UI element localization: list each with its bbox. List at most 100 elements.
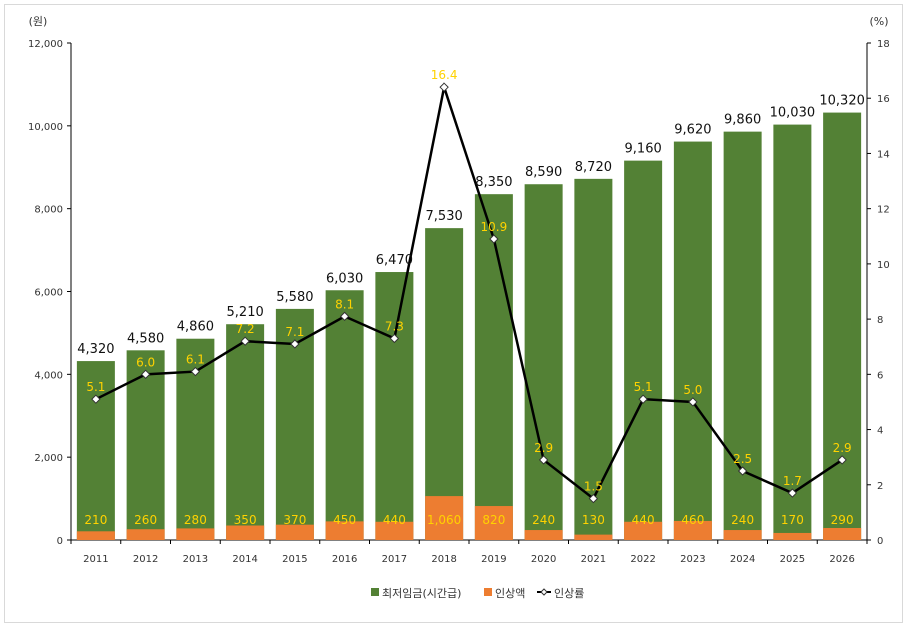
increase-bar [723, 530, 762, 540]
x-tick-label: 2020 [531, 554, 556, 565]
increase-bar [823, 527, 862, 540]
wage-value-label: 4,320 [77, 342, 114, 357]
increase-value-label: 820 [482, 513, 505, 527]
data-labels: 4,320 4,580 4,860 5,210 5,580 6,030 6,470 7,530… [77, 68, 865, 527]
x-tick-label: 2018 [431, 554, 456, 565]
wage-bar [375, 272, 414, 540]
x-tick-label: 2014 [232, 554, 257, 565]
increase-value-label: 170 [781, 513, 804, 527]
increase-bar [226, 525, 265, 540]
wage-bar [723, 131, 762, 541]
left-tick-label: 8,000 [34, 205, 63, 216]
left-tick-label: 6,000 [34, 288, 63, 299]
wage-bar [226, 324, 265, 540]
wage-bar [76, 361, 115, 540]
rate-point [688, 397, 698, 407]
increase-bar [425, 496, 464, 540]
wage-value-label: 10,320 [819, 94, 865, 109]
minimum-wage-chart: 0 2,000 4,000 6,000 8,000 10,000 12,000 0 2 4 6 8 10… [28, 15, 890, 600]
x-tick-label: 2016 [332, 554, 357, 565]
right-tick-label: 16 [877, 94, 890, 105]
left-axis-unit: (원) [29, 15, 48, 28]
increase-bar [176, 528, 215, 540]
increase-bar [474, 506, 513, 540]
wage-value-label: 9,860 [724, 113, 761, 128]
rate-point [538, 455, 549, 465]
x-tick-label: 2013 [183, 554, 208, 565]
increase-value-label: 210 [84, 513, 107, 527]
legend: 최저임금(시간급) 인상액 인상률 [371, 587, 584, 600]
rate-point [638, 394, 648, 404]
increase-value-label: 260 [134, 513, 157, 527]
chart-frame: 0 2,000 4,000 6,000 8,000 10,000 12,000 0 2 4 6 8 10… [4, 4, 903, 623]
rate-value-label: 1.5 [584, 480, 603, 494]
rate-point [240, 336, 250, 346]
wage-bar [574, 178, 613, 540]
rate-polyline [95, 82, 843, 501]
right-tick-label: 10 [877, 260, 890, 271]
increase-bar [325, 521, 364, 540]
rate-value-label: 2.5 [733, 452, 752, 466]
rate-value-label: 8.1 [335, 297, 354, 311]
wage-value-label: 5,210 [227, 305, 264, 320]
x-tick-label: 2022 [630, 554, 655, 565]
increase-value-label: 460 [681, 513, 704, 527]
increase-bar [524, 530, 563, 540]
right-tick-label: 8 [877, 315, 883, 326]
wage-value-label: 10,030 [770, 106, 816, 121]
legend-increase-swatch [484, 588, 492, 596]
rate-point [837, 455, 847, 465]
rate-value-label: 2.9 [534, 441, 553, 455]
rate-value-label: 7.1 [285, 325, 304, 339]
rate-value-label: 5.0 [683, 383, 702, 397]
legend-rate-label: 인상률 [554, 587, 584, 600]
rate-value-label: 5.1 [634, 380, 653, 394]
increase-bar [673, 520, 712, 540]
rate-value-label: 1.7 [783, 474, 802, 488]
increase-value-label: 280 [184, 513, 207, 527]
rate-value-label: 7.3 [385, 319, 404, 333]
x-tick-label: 2025 [780, 554, 805, 565]
x-tick-label: 2015 [282, 554, 307, 565]
rate-point [737, 466, 748, 476]
increase-bar [275, 524, 314, 540]
left-tick-label: 12,000 [28, 39, 63, 50]
increase-value-label: 240 [532, 513, 555, 527]
left-tick-label: 10,000 [28, 122, 63, 133]
increase-value-label: 130 [582, 513, 605, 527]
increase-value-label: 440 [632, 513, 655, 527]
legend-wage-swatch [371, 588, 379, 596]
x-tick-label: 2024 [730, 554, 755, 565]
rate-value-label: 6.1 [186, 353, 205, 367]
right-tick-label: 12 [877, 205, 890, 216]
increase-value-label: 1,060 [427, 513, 461, 527]
x-tick-label: 2023 [680, 554, 705, 565]
wage-bar [823, 112, 862, 540]
right-tick-label: 18 [877, 39, 890, 50]
x-tick-label: 2012 [133, 554, 158, 565]
rate-value-label: 2.9 [833, 441, 852, 455]
rate-point [389, 333, 400, 344]
wage-value-label: 8,590 [525, 165, 562, 180]
rate-value-label: 6.0 [136, 355, 155, 369]
rate-point [290, 339, 300, 349]
legend-rate-marker [540, 588, 548, 596]
wage-value-label: 9,620 [674, 123, 711, 138]
wage-bar [325, 290, 364, 540]
wage-bar [624, 160, 663, 540]
right-axis-unit: (%) [869, 15, 888, 28]
increase-value-label: 350 [234, 513, 257, 527]
increase-bar [773, 532, 812, 540]
increase-bar [76, 531, 115, 540]
increase-bar [624, 521, 663, 540]
rate-value-label: 16.4 [431, 68, 458, 82]
wage-value-label: 8,350 [475, 175, 512, 190]
wage-value-label: 6,470 [376, 253, 413, 268]
right-tick-label: 4 [877, 426, 883, 437]
increase-value-label: 290 [831, 513, 854, 527]
right-tick-label: 6 [877, 370, 883, 381]
rate-point [588, 493, 599, 504]
wage-value-label: 4,580 [127, 331, 164, 346]
right-tick-label: 14 [877, 149, 890, 160]
rate-point [489, 234, 499, 244]
